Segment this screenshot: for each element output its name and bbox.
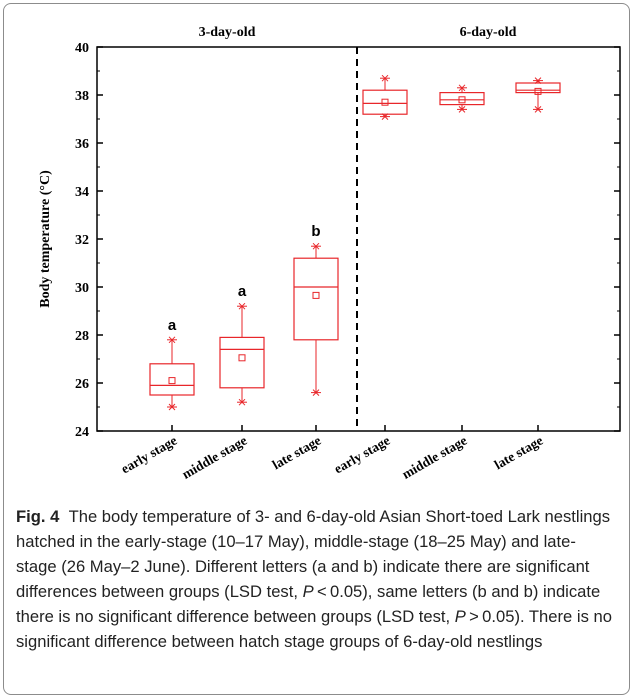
box-3-day-old-early-stage <box>149 363 195 396</box>
y-tick-label: 26 <box>75 377 89 392</box>
y-tick-label: 36 <box>75 137 89 152</box>
y-tick-label: 40 <box>75 41 89 56</box>
y-tick-label: 28 <box>75 329 89 344</box>
x-axis-labels: early stage middle stage late stage early s… <box>118 433 545 482</box>
max-star-6-day-old-late-stage <box>534 77 542 84</box>
max-star-3-day-old-middle-stage <box>238 302 246 310</box>
max-star-3-day-old-late-stage <box>312 242 320 250</box>
mean-marker-6-day-old-early-stage <box>381 98 389 106</box>
caption-text-2: < 0.05), same letters (b and b) indicate… <box>16 582 601 626</box>
min-star-6-day-old-middle-stage <box>458 106 466 113</box>
y-axis-label: Body temperature (°C) <box>38 170 53 308</box>
min-star-3-day-old-late-stage <box>312 389 320 396</box>
x-label-3-day-old-middle-stage: middle stage <box>179 433 249 482</box>
y-axis-ticks: 24 26 28 30 32 34 36 38 40 <box>75 41 620 440</box>
x-label-6-day-old-late-stage: late stage <box>492 433 546 473</box>
caption-text-3: > 0.05). There is no significant differe… <box>16 607 612 651</box>
box-6-day-old-early-stage <box>362 89 408 115</box>
caption-p-symbol-2: P <box>454 607 466 626</box>
significance-letter-3-day-old-middle-stage: a <box>238 283 247 300</box>
min-star-3-day-old-middle-stage <box>238 398 246 406</box>
y-tick-label: 24 <box>75 425 89 440</box>
y-tick-label: 38 <box>75 89 89 104</box>
x-label-3-day-old-early-stage: early stage <box>118 433 179 477</box>
significance-letter-3-day-old-early-stage: a <box>168 317 177 334</box>
max-star-6-day-old-early-stage <box>381 74 389 82</box>
caption-p-symbol-1: P <box>302 582 314 601</box>
max-star-3-day-old-early-stage <box>168 336 176 344</box>
box-3-day-old-late-stage <box>293 257 339 341</box>
figure-caption: Fig. 4 The body temperature of 3- and 6-… <box>16 504 616 654</box>
caption-text-1: The body temperature of 3- and 6-day-old… <box>16 507 611 601</box>
y-tick-label: 32 <box>75 233 89 248</box>
panel-title-6-day-old: 6-day-old <box>460 25 517 40</box>
mean-marker-6-day-old-late-stage <box>534 87 542 95</box>
box-series: a a b <box>149 74 561 431</box>
max-star-6-day-old-middle-stage <box>458 84 466 92</box>
box-6-day-old-late-stage <box>515 82 561 94</box>
min-star-3-day-old-early-stage <box>168 403 176 411</box>
min-star-6-day-old-early-stage <box>381 113 389 120</box>
y-tick-label: 34 <box>75 185 89 200</box>
box-plot-chart: 3-day-old 6-day-old Body temperature (°C… <box>38 25 621 482</box>
mean-marker-6-day-old-middle-stage <box>458 96 466 104</box>
figure-label: Fig. 4 <box>16 507 60 526</box>
x-label-6-day-old-middle-stage: middle stage <box>399 433 469 482</box>
panel-title-3-day-old: 3-day-old <box>199 25 256 40</box>
box-6-day-old-middle-stage <box>439 91 485 106</box>
mean-marker-3-day-old-late-stage <box>312 291 320 299</box>
mean-marker-3-day-old-early-stage <box>168 377 176 385</box>
x-label-6-day-old-early-stage: early stage <box>331 433 392 477</box>
x-label-3-day-old-late-stage: late stage <box>270 433 324 473</box>
box-3-day-old-middle-stage <box>219 336 265 389</box>
min-star-6-day-old-late-stage <box>534 106 542 113</box>
plot-area-frame <box>96 46 621 432</box>
y-tick-label: 30 <box>75 281 89 296</box>
mean-marker-3-day-old-middle-stage <box>238 354 246 362</box>
significance-letter-3-day-old-late-stage: b <box>311 223 320 240</box>
